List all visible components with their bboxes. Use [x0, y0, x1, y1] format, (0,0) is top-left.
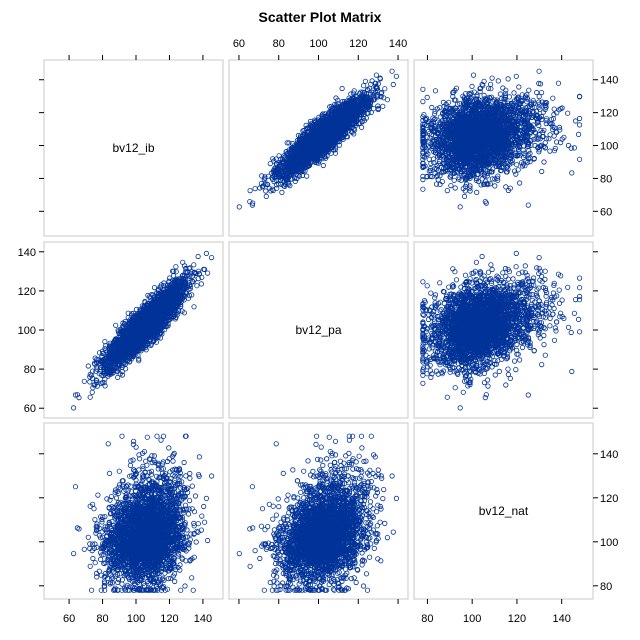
chart-title: Scatter Plot Matrix: [258, 9, 382, 25]
panel-frame: [413, 422, 594, 600]
diagonal-variable-label: bv12_ib: [112, 141, 154, 155]
data-point: [279, 189, 285, 195]
diagonal-variable-label: bv12_pa: [295, 323, 341, 337]
panel-frame: [43, 59, 224, 237]
scatter-panel-bv12_ib-vs-bv12_pa: [236, 68, 399, 210]
data-point: [393, 73, 399, 79]
data-point: [348, 91, 354, 97]
panel-frame: [228, 241, 409, 419]
diagonal-variable-label: bv12_nat: [479, 504, 529, 518]
